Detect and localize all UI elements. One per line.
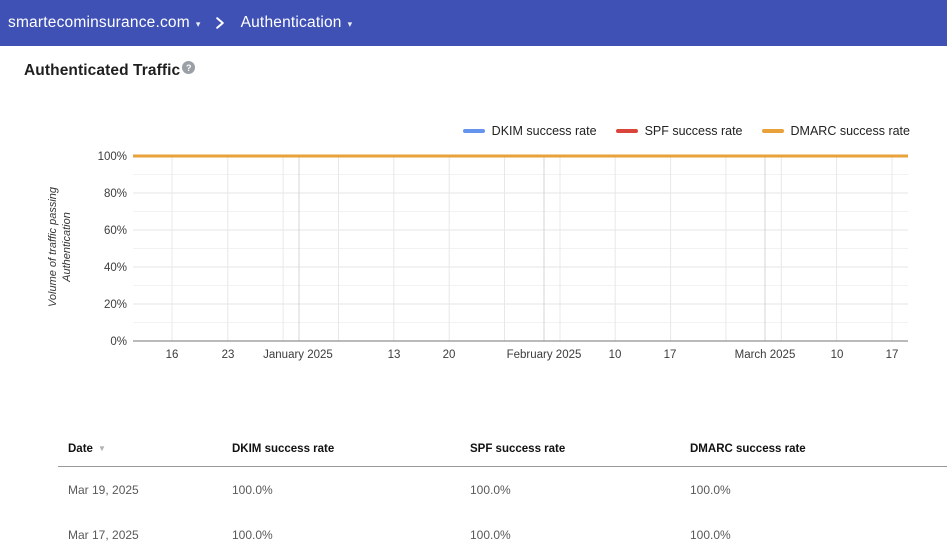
table-header-row: Date ▼ DKIM success rate SPF success rat… [58,432,947,467]
dropdown-caret-icon: ▾ [195,19,201,29]
column-header-date[interactable]: Date ▼ [68,443,106,455]
x-tick-label: 16 [166,349,179,361]
legend-swatch [462,129,485,133]
y-tick-label: 60% [104,225,127,237]
y-tick-label: 20% [104,299,127,311]
chart-legend: DKIM success rate SPF success rate DMARC s… [462,124,910,138]
y-tick-label: 40% [104,262,127,274]
sort-descending-icon[interactable]: ▼ [97,444,106,453]
legend-item: DKIM success rate [462,124,597,138]
table-row: Mar 19, 2025 100.0% 100.0% 100.0% [58,467,947,512]
traffic-chart[interactable]: 100% 80% 60% 40% 20% 0% 16 23 January 2025 13 20 Fe… [0,0,947,420]
x-tick-label: 13 [388,349,401,361]
column-header-spf: SPF success rate [470,443,566,455]
table-body: Mar 19, 2025 100.0% 100.0% 100.0% Mar 17, 20… [58,467,947,557]
x-tick-label: March 2025 [735,349,796,361]
x-tick-label: 20 [443,349,456,361]
y-tick-label: 100% [98,151,127,163]
x-tick-label: 17 [886,349,899,361]
auth-table: Date ▼ DKIM success rate SPF success rat… [58,432,947,557]
table-row: Mar 17, 2025 100.0% 100.0% 100.0% [58,512,947,557]
section-selector-label: Authentication [240,14,342,31]
table-cell-date: Mar 19, 2025 [68,482,139,497]
table-cell-dkim: 100.0% [232,482,273,497]
legend-label: SPF success rate [644,124,743,138]
page-title-row: Authenticated Traffic ? [24,61,196,80]
column-header-dmarc: DMARC success rate [690,443,806,455]
top-nav-bar: smartecominsurance.com ▾ Authentication … [0,0,947,46]
table-cell-dmarc: 100.0% [690,482,731,497]
help-icon[interactable]: ? [182,61,196,74]
dropdown-caret-icon: ▾ [347,19,353,29]
domain-selector-label: smartecominsurance.com [8,14,190,31]
y-tick-label: 80% [104,188,127,200]
table-cell-spf: 100.0% [470,482,511,497]
x-tick-label: 10 [609,349,622,361]
chevron-right-icon [214,16,226,30]
x-tick-label: 10 [831,349,844,361]
column-header-dkim: DKIM success rate [232,443,335,455]
table-cell-spf: 100.0% [470,527,511,542]
table-cell-dkim: 100.0% [232,527,273,542]
legend-swatch [761,129,784,133]
x-tick-label: February 2025 [507,349,582,361]
legend-swatch [615,129,638,133]
page-title: Authenticated Traffic [24,62,181,79]
legend-label: DKIM success rate [491,124,597,138]
legend-item: SPF success rate [615,124,743,138]
section-selector[interactable]: Authentication ▾ [241,14,353,32]
table-cell-dmarc: 100.0% [690,527,731,542]
y-tick-label: 0% [110,336,127,348]
x-tick-label: 17 [664,349,677,361]
x-tick-label: 23 [222,349,235,361]
legend-label: DMARC success rate [790,124,910,138]
x-tick-label: January 2025 [263,349,333,361]
legend-item: DMARC success rate [761,124,910,138]
table-cell-date: Mar 17, 2025 [68,527,139,542]
domain-selector[interactable]: smartecominsurance.com ▾ [8,14,201,32]
